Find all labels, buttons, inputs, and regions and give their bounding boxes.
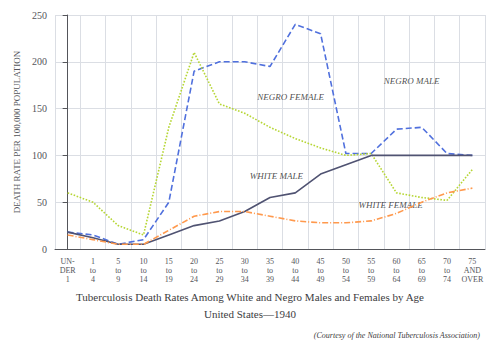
svg-text:59: 59 bbox=[367, 275, 375, 284]
svg-text:AND: AND bbox=[464, 266, 482, 275]
svg-text:to: to bbox=[317, 266, 323, 275]
svg-text:49: 49 bbox=[317, 275, 325, 284]
svg-text:34: 34 bbox=[241, 275, 249, 284]
svg-text:OVER: OVER bbox=[461, 275, 483, 284]
svg-text:to: to bbox=[393, 266, 399, 275]
svg-text:4: 4 bbox=[91, 275, 95, 284]
svg-text:to: to bbox=[292, 266, 298, 275]
svg-text:WHITE FEMALE: WHITE FEMALE bbox=[359, 200, 424, 210]
svg-text:24: 24 bbox=[190, 275, 198, 284]
svg-text:NEGRO MALE: NEGRO MALE bbox=[383, 76, 440, 86]
svg-text:60: 60 bbox=[392, 257, 400, 266]
svg-text:54: 54 bbox=[342, 275, 350, 284]
svg-text:15: 15 bbox=[165, 257, 173, 266]
svg-text:150: 150 bbox=[32, 103, 47, 114]
svg-text:70: 70 bbox=[443, 257, 451, 266]
svg-text:250: 250 bbox=[32, 10, 47, 21]
svg-text:25: 25 bbox=[215, 257, 223, 266]
svg-text:NEGRO FEMALE: NEGRO FEMALE bbox=[256, 92, 324, 102]
svg-text:to: to bbox=[419, 266, 425, 275]
svg-text:WHITE MALE: WHITE MALE bbox=[250, 171, 304, 181]
svg-text:200: 200 bbox=[32, 56, 47, 67]
svg-text:69: 69 bbox=[418, 275, 426, 284]
svg-text:75: 75 bbox=[468, 257, 476, 266]
svg-text:74: 74 bbox=[443, 275, 451, 284]
svg-text:to: to bbox=[90, 266, 96, 275]
svg-text:9: 9 bbox=[116, 275, 120, 284]
svg-text:50: 50 bbox=[342, 257, 350, 266]
svg-text:5: 5 bbox=[116, 257, 120, 266]
svg-text:35: 35 bbox=[266, 257, 274, 266]
svg-text:100: 100 bbox=[32, 150, 47, 161]
svg-text:to: to bbox=[343, 266, 349, 275]
svg-text:United States—1940: United States—1940 bbox=[204, 308, 296, 320]
svg-text:45: 45 bbox=[317, 257, 325, 266]
svg-text:to: to bbox=[242, 266, 248, 275]
svg-text:DEATH RATE PER 100,000 POPULAT: DEATH RATE PER 100,000 POPULATION bbox=[12, 50, 22, 213]
svg-text:50: 50 bbox=[37, 197, 47, 208]
svg-text:to: to bbox=[368, 266, 374, 275]
svg-text:20: 20 bbox=[190, 257, 198, 266]
svg-text:to: to bbox=[166, 266, 172, 275]
svg-text:1: 1 bbox=[91, 257, 95, 266]
svg-text:to: to bbox=[216, 266, 222, 275]
svg-text:to: to bbox=[444, 266, 450, 275]
svg-text:Tuberculosis Death Rates Among: Tuberculosis Death Rates Among White and… bbox=[76, 291, 424, 303]
svg-text:40: 40 bbox=[291, 257, 299, 266]
svg-text:(Courtesy of the National Tube: (Courtesy of the National Tuberculosis A… bbox=[314, 331, 480, 340]
svg-text:39: 39 bbox=[266, 275, 274, 284]
svg-text:64: 64 bbox=[392, 275, 400, 284]
svg-text:14: 14 bbox=[140, 275, 148, 284]
svg-text:to: to bbox=[191, 266, 197, 275]
svg-text:44: 44 bbox=[291, 275, 299, 284]
svg-text:to: to bbox=[115, 266, 121, 275]
svg-text:DER: DER bbox=[60, 266, 77, 275]
svg-text:0: 0 bbox=[42, 244, 47, 255]
svg-text:19: 19 bbox=[165, 275, 173, 284]
svg-text:10: 10 bbox=[140, 257, 148, 266]
svg-text:30: 30 bbox=[241, 257, 249, 266]
svg-text:55: 55 bbox=[367, 257, 375, 266]
svg-text:UN-: UN- bbox=[61, 257, 76, 266]
svg-text:29: 29 bbox=[215, 275, 223, 284]
svg-text:65: 65 bbox=[418, 257, 426, 266]
svg-text:to: to bbox=[140, 266, 146, 275]
svg-text:1: 1 bbox=[66, 275, 70, 284]
svg-text:to: to bbox=[267, 266, 273, 275]
